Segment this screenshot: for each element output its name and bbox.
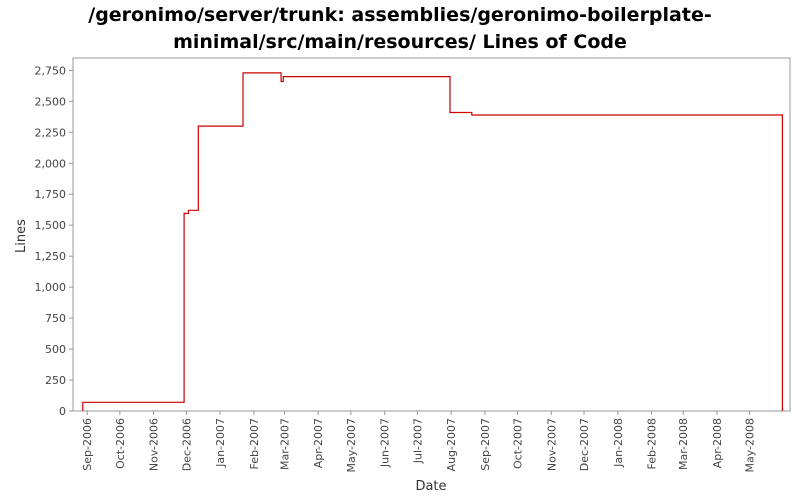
x-tick-label: Apr-2007 bbox=[312, 418, 325, 468]
x-tick-label: May-2007 bbox=[345, 418, 358, 473]
y-axis-label: Lines bbox=[14, 219, 29, 253]
x-tick-label: Dec-2007 bbox=[578, 418, 591, 471]
x-tick-label: Oct-2006 bbox=[114, 418, 127, 469]
x-tick-label: Jun-2007 bbox=[379, 418, 392, 468]
y-tick-label: 1,000 bbox=[35, 281, 67, 294]
y-tick-label: 1,750 bbox=[35, 188, 67, 201]
y-tick-label: 1,500 bbox=[35, 219, 67, 232]
x-tick-label: Sep-2007 bbox=[479, 418, 492, 471]
y-tick-label: 250 bbox=[45, 374, 66, 387]
x-tick-label: Mar-2007 bbox=[278, 418, 291, 470]
x-tick-label: Jan-2007 bbox=[214, 418, 227, 468]
y-axis: 0 250 500 750 1,000 1,250 1,500 1,750 2,000 2,250… bbox=[35, 64, 73, 418]
x-tick-label: Jul-2007 bbox=[411, 418, 424, 464]
y-tick-label: 750 bbox=[45, 312, 66, 325]
y-tick-label: 1,250 bbox=[35, 250, 67, 263]
y-tick-label: 0 bbox=[59, 405, 66, 418]
chart-title-line-1: /geronimo/server/trunk: assemblies/geron… bbox=[88, 4, 712, 26]
y-tick-label: 500 bbox=[45, 343, 66, 356]
plot-area bbox=[72, 57, 791, 412]
x-tick-label: Mar-2008 bbox=[677, 418, 690, 470]
lines-of-code-series bbox=[82, 72, 783, 411]
x-tick-label: Feb-2008 bbox=[646, 418, 659, 469]
x-tick-label: Nov-2007 bbox=[545, 418, 558, 471]
y-tick-label: 2,250 bbox=[35, 126, 67, 139]
x-tick-label: Nov-2006 bbox=[148, 418, 161, 471]
y-tick-label: 2,500 bbox=[35, 95, 67, 108]
chart-title: /geronimo/server/trunk: assemblies/geron… bbox=[60, 2, 740, 56]
x-tick-label: May-2008 bbox=[744, 418, 757, 473]
x-tick-label: Dec-2006 bbox=[180, 418, 193, 471]
chart-title-line-2: minimal/src/main/resources/ Lines of Cod… bbox=[173, 31, 627, 53]
x-tick-label: Feb-2007 bbox=[248, 418, 261, 469]
x-axis: Sep-2006 Oct-2006 Nov-2006 Dec-2006 Jan-2007… bbox=[81, 411, 757, 473]
y-tick-label: 2,000 bbox=[35, 157, 67, 170]
x-tick-label: Sep-2006 bbox=[81, 418, 94, 471]
x-tick-label: Aug-2007 bbox=[445, 418, 458, 471]
x-axis-label: Date bbox=[415, 479, 446, 494]
x-tick-label: Oct-2007 bbox=[512, 418, 525, 469]
x-tick-label: Apr-2008 bbox=[711, 418, 724, 468]
y-tick-label: 2,750 bbox=[35, 64, 67, 77]
x-tick-label: Jan-2008 bbox=[612, 418, 625, 468]
